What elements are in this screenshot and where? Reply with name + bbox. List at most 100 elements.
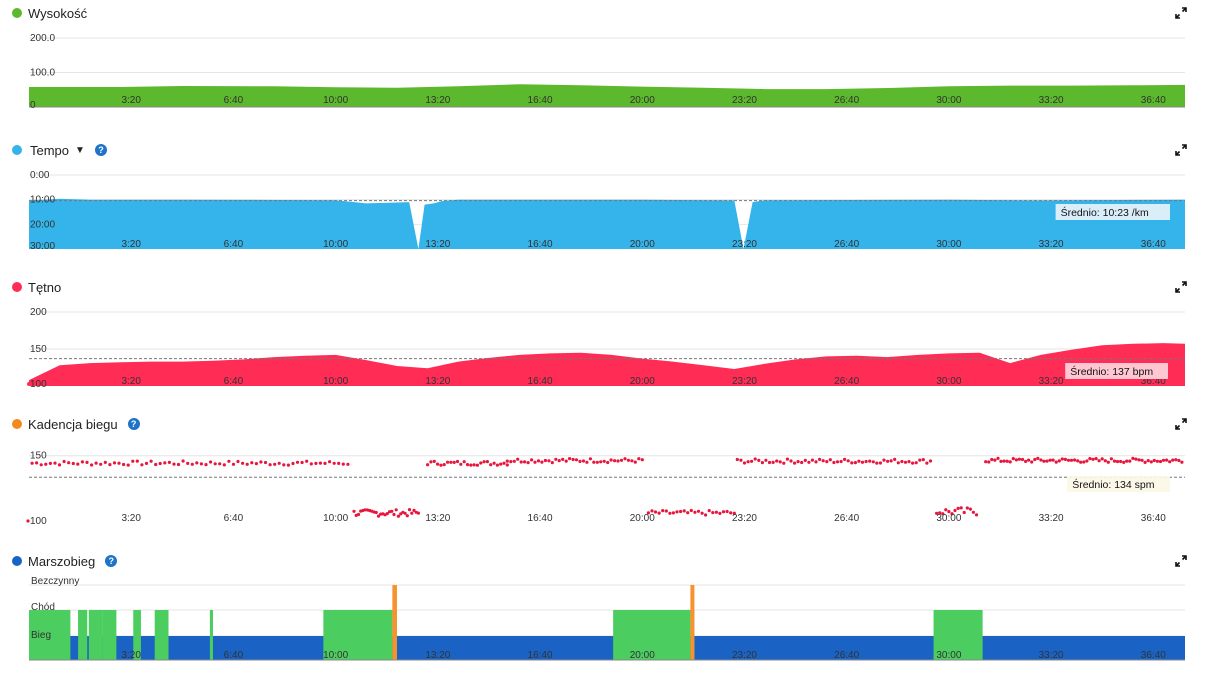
cadence-point [158, 461, 162, 466]
cadence-point [250, 461, 254, 465]
cadence-point [57, 463, 62, 467]
cadence-point [352, 509, 356, 513]
cadence-point [696, 509, 701, 513]
x-tick-label: 20:00 [630, 376, 655, 387]
cadence-point [263, 460, 268, 465]
cadence-point [403, 511, 407, 515]
expand-icon[interactable] [1175, 144, 1187, 156]
cadence-point [896, 461, 900, 465]
cadence-point [190, 462, 194, 466]
y-tick-label: 0 [30, 100, 36, 111]
x-tick-label: 36:40 [1141, 376, 1166, 387]
pace-help-icon[interactable]: ? [94, 144, 107, 156]
cadence-point [1005, 459, 1009, 463]
cadence-point [53, 461, 57, 465]
cadence-point [630, 459, 634, 463]
cadence-point [1103, 459, 1107, 463]
data-point [27, 382, 31, 386]
cadence-point [828, 458, 832, 462]
cadence-point [1155, 459, 1159, 463]
cadence-point [602, 459, 606, 463]
heart-rate-chart: 200 150 100 3:20 6:40 10:00 13:20 16:40 20:00 23:… [27, 307, 1185, 390]
y-tick-label: 30:00 [30, 241, 55, 252]
cadence-point [314, 461, 318, 465]
cadence-point [959, 506, 963, 510]
cadence-point [679, 509, 683, 514]
cadence-point [1054, 460, 1058, 464]
cadence-point [126, 463, 130, 467]
heart-rate-title-label: Tętno [28, 279, 62, 295]
cadence-point [760, 461, 765, 465]
x-tick-label: 36:40 [1141, 513, 1166, 524]
cadence-point [1180, 460, 1184, 464]
cadence-point [376, 514, 381, 518]
cadence-point [771, 460, 775, 464]
cadence-point [753, 457, 757, 461]
cadence-point [911, 461, 915, 465]
expand-icon[interactable] [1175, 281, 1187, 293]
cadence-point [1177, 458, 1181, 463]
y-category-label: Chód [31, 602, 55, 613]
expand-icon[interactable] [1175, 555, 1187, 567]
cadence-point [1119, 459, 1123, 464]
cadence-point [700, 511, 704, 515]
y-tick-label: 0:00 [30, 170, 50, 181]
cadence-point [337, 461, 341, 465]
x-tick-label: 23:20 [732, 650, 757, 661]
cadence-point [616, 459, 620, 463]
pace-chart: 0:00 10:00 20:00 30:00 3:20 6:40 10:00 13:20 16:… [29, 170, 1185, 252]
x-tick-label: 10:00 [323, 513, 348, 524]
cadence-point [231, 462, 236, 466]
cadence-point [686, 511, 690, 515]
heart-rate-title: Tętno [12, 278, 61, 296]
run-walk-help-icon[interactable]: ? [105, 555, 118, 567]
cadence-point [1100, 457, 1104, 461]
run-walk-chart: Bezczynny Chód Bieg 3:20 6:40 10:00 13:20 16:40… [29, 576, 1185, 661]
cadence-help-icon[interactable]: ? [127, 418, 140, 430]
cadence-point [793, 461, 797, 465]
cadence-point [860, 460, 865, 464]
cadence-dot-icon [12, 419, 22, 429]
expand-icon[interactable] [1175, 418, 1187, 430]
cadence-point [526, 461, 530, 465]
cadence-point [167, 460, 171, 464]
cadence-point [459, 462, 463, 466]
expand-icon[interactable] [1175, 7, 1187, 19]
cadence-point [735, 457, 739, 462]
cadence-point [1168, 460, 1172, 464]
walk-bar [78, 610, 88, 660]
cadence-point [664, 509, 668, 513]
cadence-point [704, 513, 708, 517]
cadence-point [282, 463, 286, 467]
caret-down-icon[interactable]: ▼ [75, 144, 85, 156]
cadence-point [163, 461, 167, 465]
x-tick-label: 23:20 [732, 513, 757, 524]
cadence-point [668, 511, 672, 515]
cadence-point [1088, 457, 1092, 461]
cadence-point [416, 511, 420, 515]
cadence-point [646, 511, 651, 515]
cadence-point [640, 458, 644, 462]
x-tick-label: 26:40 [834, 650, 859, 661]
cadence-point [1069, 458, 1074, 462]
cadence-point [346, 462, 350, 466]
cadence-point [1020, 457, 1025, 462]
pace-title-label: Tempo [30, 142, 70, 158]
walk-bar [133, 610, 141, 660]
cadence-point [1051, 458, 1055, 462]
cadence-point [875, 461, 879, 465]
cadence-point [1060, 457, 1064, 461]
cadence-point [172, 462, 176, 466]
x-tick-label: 16:40 [528, 376, 553, 387]
cadence-point [1128, 459, 1132, 463]
x-tick-label: 20:00 [630, 650, 655, 661]
cadence-point [846, 459, 850, 463]
x-tick-label: 33:20 [1039, 650, 1064, 661]
cadence-point [707, 509, 711, 513]
cadence-point [286, 463, 290, 467]
elevation-panel: Wysokość 200.0 100.0 0 3:20 6:40 10:00 13:20 16… [0, 4, 1214, 112]
cadence-point [489, 463, 493, 467]
run-walk-panel: Marszobieg ? Bezczynny Chód Bieg 3:20 6:40 10… [0, 552, 1214, 664]
x-tick-label: 23:20 [732, 239, 757, 250]
cadence-point [609, 458, 613, 462]
